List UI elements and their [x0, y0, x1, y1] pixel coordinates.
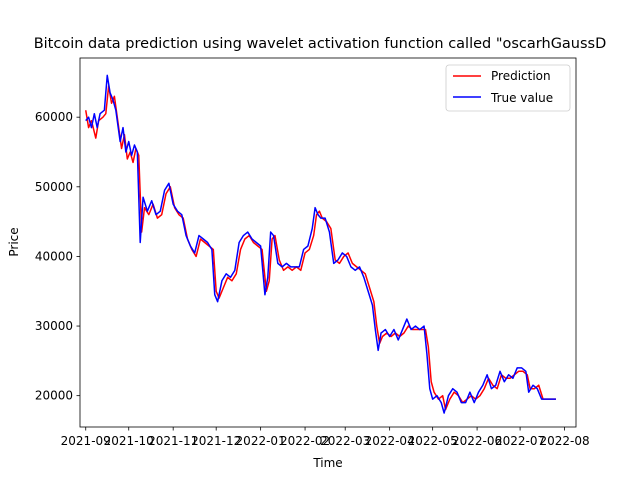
y-tick-label: 40000	[35, 249, 73, 263]
y-tick-label: 60000	[35, 110, 73, 124]
x-tick-label: 2022-08	[539, 434, 589, 448]
plot-frame	[79, 57, 577, 428]
x-tick-label: 2021-11	[148, 434, 198, 448]
x-tick-label: 2022-01	[236, 434, 286, 448]
x-axis-label: Time	[312, 456, 342, 470]
legend: Prediction True value	[445, 64, 571, 112]
x-tick-label: 2021-12	[191, 434, 241, 448]
series-layer	[84, 74, 556, 414]
x-tick-label: 2022-03	[320, 434, 370, 448]
chart-title: Bitcoin data prediction using wavelet ac…	[34, 36, 607, 52]
x-tick-label: 2021-09	[61, 434, 111, 448]
y-tick-label: 50000	[35, 180, 73, 194]
x-tick-label: 2022-05	[408, 434, 458, 448]
x-tick-label: 2022-02	[280, 434, 330, 448]
y-tick-label: 20000	[35, 389, 73, 403]
legend-label-prediction: Prediction	[491, 69, 551, 83]
y-axis-label: Price	[7, 227, 21, 256]
x-tick-label: 2022-06	[452, 434, 502, 448]
y-tick-label: 30000	[35, 319, 73, 333]
y-axis: 20000 30000 40000 50000 60000	[35, 110, 80, 403]
legend-label-true-value: True value	[490, 91, 553, 105]
x-tick-label: 2022-07	[495, 434, 545, 448]
x-tick-label: 2021-10	[104, 434, 154, 448]
x-axis: 2021-092021-102021-112021-122022-012022-…	[61, 427, 590, 448]
series-line-true-value	[85, 74, 556, 414]
x-tick-label: 2022-04	[365, 434, 415, 448]
series-line-prediction	[84, 85, 556, 411]
